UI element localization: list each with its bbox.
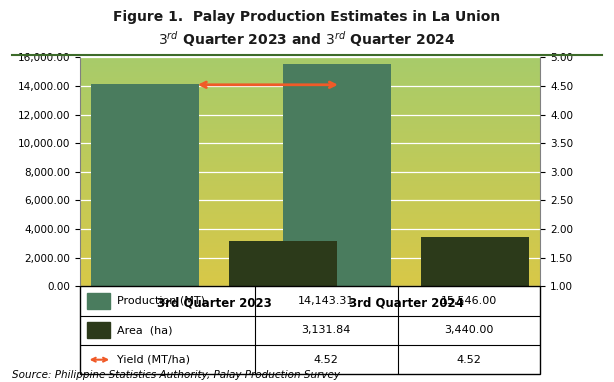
Text: $3^{rd}$ Quarter 2023 and $3^{rd}$ Quarter 2024: $3^{rd}$ Quarter 2023 and $3^{rd}$ Quart… [158, 29, 456, 49]
Text: Figure 1.  Palay Production Estimates in La Union: Figure 1. Palay Production Estimates in … [114, 10, 500, 24]
Bar [87, 322, 110, 338]
Text: Production (MT): Production (MT) [117, 296, 204, 306]
Bar [283, 64, 391, 286]
Text: 4.52: 4.52 [456, 354, 481, 365]
Bar [91, 84, 199, 286]
Bar [230, 241, 337, 286]
Text: Source: Philippine Statistics Authority, Palay Production Survey: Source: Philippine Statistics Authority,… [12, 370, 340, 380]
Text: Area  (ha): Area (ha) [117, 325, 172, 335]
Text: 4.52: 4.52 [314, 354, 339, 365]
Text: 14,143.31: 14,143.31 [298, 296, 354, 306]
Text: 3,131.84: 3,131.84 [301, 325, 351, 335]
Bar [421, 237, 529, 286]
Text: 3,440.00: 3,440.00 [445, 325, 494, 335]
Text: 15,546.00: 15,546.00 [441, 296, 497, 306]
Bar [87, 293, 110, 309]
Text: Yield (MT/ha): Yield (MT/ha) [117, 354, 190, 365]
